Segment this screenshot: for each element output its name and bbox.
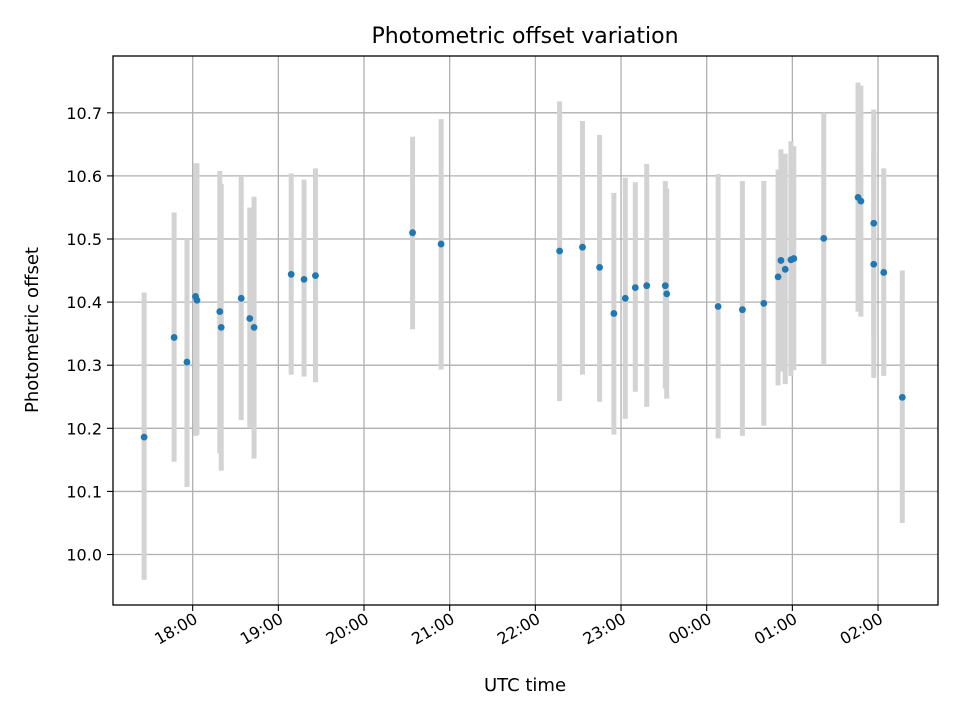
data-point [870, 219, 878, 227]
data-point [643, 282, 651, 290]
data-point [820, 234, 828, 242]
data-point [870, 260, 878, 268]
data-point [714, 303, 722, 310]
data-point [857, 197, 865, 205]
data-point [661, 282, 669, 290]
x-axis-label: UTC time [484, 675, 566, 696]
data-point [579, 243, 586, 251]
data-point [738, 306, 746, 314]
data-point [631, 284, 639, 291]
data-point [300, 275, 308, 283]
data-point [217, 323, 225, 331]
data-point [216, 308, 224, 315]
data-point [774, 273, 782, 281]
y-axis-label: Photometric offset [22, 247, 43, 413]
data-point [287, 270, 295, 278]
data-point [312, 272, 319, 279]
data-point [781, 265, 789, 273]
y-tick-label: 10.1 [66, 482, 102, 501]
y-tick-label: 10.2 [66, 419, 102, 438]
y-tick-label: 10.4 [66, 293, 102, 312]
y-tick-label: 10.7 [66, 104, 102, 123]
data-point [663, 290, 671, 298]
plot-frame [112, 55, 939, 606]
data-point [170, 334, 178, 341]
data-point [409, 229, 416, 237]
chart-title: Photometric offset variation [371, 24, 678, 49]
data-point [621, 294, 629, 302]
data-point [777, 257, 785, 264]
y-tick-label: 10.6 [66, 167, 102, 186]
data-point [183, 358, 191, 366]
y-tick-label: 10.0 [66, 546, 102, 565]
data-point [250, 323, 258, 331]
data-point [246, 315, 254, 322]
data-point [760, 299, 768, 307]
data-point [610, 310, 618, 317]
data-point [237, 294, 245, 302]
data-point [193, 296, 201, 304]
data-point [140, 433, 148, 441]
data-points [140, 193, 906, 441]
data-point [556, 247, 564, 255]
data-point [596, 263, 604, 271]
data-point [790, 255, 798, 262]
data-point [898, 393, 906, 401]
y-tick-label: 10.5 [66, 230, 102, 249]
data-point [880, 269, 888, 276]
data-point [437, 240, 445, 248]
y-tick-label: 10.3 [66, 356, 102, 375]
